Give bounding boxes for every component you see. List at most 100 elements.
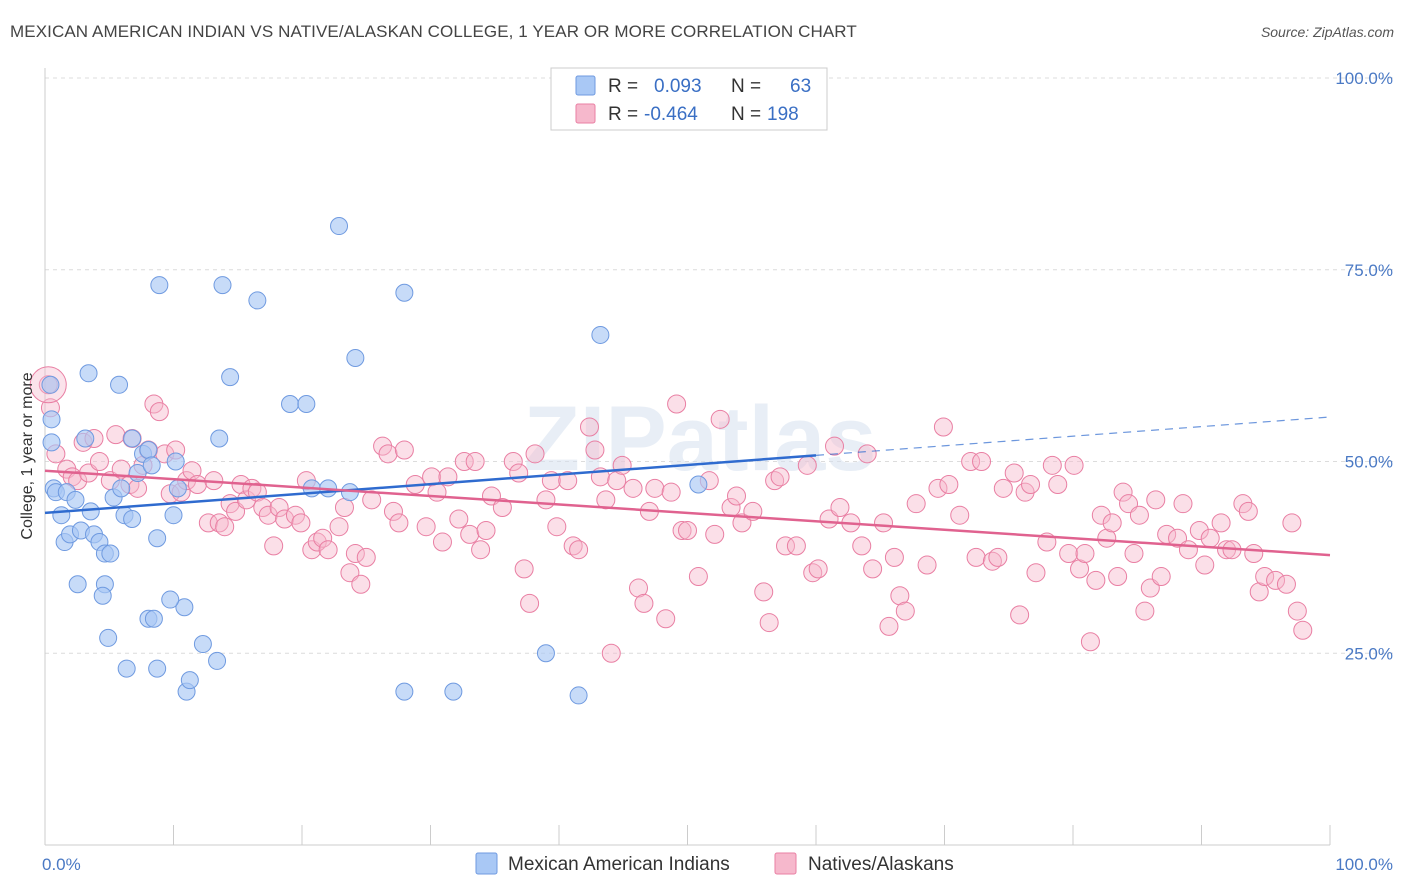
data-point — [1124, 544, 1144, 564]
data-point — [803, 563, 823, 583]
data-point — [895, 601, 915, 621]
x-tick-label: 100.0% — [1335, 855, 1393, 874]
data-point — [465, 452, 485, 471]
data-point — [281, 394, 300, 413]
data-point — [66, 490, 85, 509]
data-point — [139, 440, 158, 459]
data-point — [536, 644, 555, 663]
data-point — [1293, 620, 1313, 640]
bottom-legend-swatch-blue — [475, 852, 498, 875]
data-point — [890, 586, 910, 606]
trend-line-blue — [44, 454, 817, 515]
data-point — [460, 524, 480, 544]
data-point — [1026, 563, 1046, 583]
data-point — [117, 659, 136, 678]
data-point — [961, 452, 981, 471]
data-point — [770, 467, 790, 487]
data-point — [110, 375, 129, 394]
data-point — [329, 517, 349, 537]
data-point — [1042, 455, 1062, 475]
data-point — [148, 529, 167, 548]
legend-r-value: 0.093 — [654, 76, 702, 97]
data-point — [76, 429, 95, 448]
data-point — [579, 417, 599, 437]
data-point — [933, 417, 953, 437]
data-point — [525, 444, 545, 464]
data-point — [710, 409, 730, 429]
data-point — [275, 509, 295, 529]
data-point — [346, 348, 365, 367]
data-point — [68, 575, 87, 594]
data-point — [1086, 570, 1106, 590]
data-point — [993, 478, 1013, 498]
data-point — [356, 547, 376, 567]
data-point — [422, 467, 442, 487]
data-point — [81, 502, 100, 521]
data-point — [1070, 559, 1090, 579]
data-point — [547, 517, 567, 537]
data-point — [988, 547, 1008, 567]
data-point — [101, 544, 120, 563]
data-point — [142, 456, 161, 475]
data-point — [601, 643, 621, 663]
source-label: Source: ZipAtlas.com — [1260, 24, 1394, 40]
data-point — [607, 471, 627, 491]
data-point — [128, 478, 148, 498]
data-point — [591, 325, 610, 344]
data-point — [863, 559, 883, 579]
data-point — [297, 394, 316, 413]
data-point — [1238, 501, 1258, 521]
legend-r-label: R = — [608, 104, 638, 125]
data-point — [150, 276, 169, 295]
bottom-legend-swatch-pink — [774, 852, 797, 875]
data-point — [389, 513, 409, 533]
data-point — [1075, 544, 1095, 564]
data-point — [1021, 475, 1041, 495]
data-point — [318, 540, 338, 560]
data-point — [558, 471, 578, 491]
legend-n-value: 63 — [790, 76, 811, 97]
data-point — [569, 686, 588, 705]
data-point — [874, 513, 894, 533]
data-point — [313, 528, 333, 548]
data-point — [825, 436, 845, 456]
data-point — [1200, 528, 1220, 548]
data-point — [42, 433, 61, 452]
data-point — [656, 609, 676, 629]
bottom-legend-label-blue: Mexican American Indians — [508, 854, 730, 875]
data-point — [536, 490, 556, 510]
data-point — [786, 536, 806, 556]
data-point — [1249, 582, 1269, 602]
data-point — [41, 375, 60, 394]
data-point — [99, 628, 118, 647]
data-point — [362, 490, 382, 510]
data-point — [928, 478, 948, 498]
data-point — [1178, 540, 1198, 560]
data-point — [175, 598, 194, 617]
data-point — [514, 559, 534, 579]
data-point — [213, 276, 232, 295]
data-point — [1059, 544, 1079, 564]
data-point — [569, 540, 589, 560]
y-tick-label: 25.0% — [1345, 644, 1393, 663]
y-tick-label: 100.0% — [1335, 69, 1393, 88]
data-point — [1266, 570, 1286, 590]
data-point — [395, 283, 414, 302]
data-point — [161, 590, 180, 609]
data-point — [112, 479, 131, 498]
data-point — [917, 555, 937, 575]
data-point — [471, 540, 491, 560]
data-point — [180, 671, 199, 690]
data-point — [906, 494, 926, 514]
data-point — [1010, 605, 1030, 625]
data-point — [509, 463, 529, 483]
data-point — [1276, 574, 1296, 594]
data-point — [765, 471, 785, 491]
data-point — [42, 410, 61, 429]
x-tick-labels: 0.0% 100.0% — [42, 855, 1393, 874]
data-point — [520, 593, 540, 613]
data-point — [79, 364, 98, 383]
data-point — [1244, 544, 1264, 564]
y-axis-label: College, 1 year or more — [19, 372, 36, 539]
trend-lines — [44, 416, 1331, 557]
